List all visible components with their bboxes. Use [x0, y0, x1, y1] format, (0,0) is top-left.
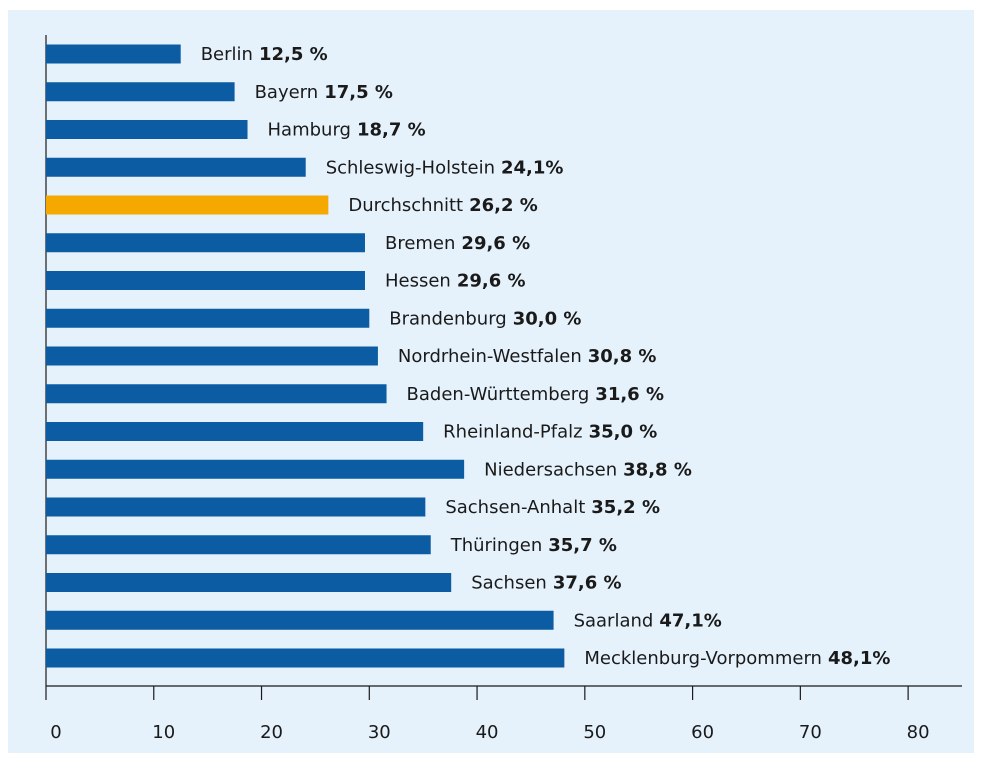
category-name: Durchschnitt	[348, 195, 463, 216]
bar-label: Bremen 29,6 %	[385, 233, 530, 254]
bar-label: Thüringen 35,7 %	[450, 535, 617, 556]
bar	[46, 346, 378, 366]
bar-label: Mecklenburg-Vorpommern 48,1%	[584, 648, 890, 669]
bar-label: Durchschnitt 26,2 %	[348, 195, 538, 216]
bar-label: Hessen 29,6 %	[385, 271, 526, 292]
value-label: 35,2 %	[591, 497, 660, 518]
category-name: Hessen	[385, 271, 451, 292]
value-label: 35,0 %	[589, 422, 658, 443]
value-label: 35,7 %	[548, 535, 617, 556]
bar-label: Brandenburg 30,0 %	[389, 308, 581, 329]
category-name: Sachsen-Anhalt	[445, 497, 585, 518]
bar-label: Nordrhein-Westfalen 30,8 %	[398, 346, 657, 367]
x-tick-label: 50	[583, 722, 606, 743]
bar-label: Rheinland-Pfalz 35,0 %	[443, 422, 657, 443]
category-name: Brandenburg	[389, 308, 506, 329]
bar-label: Baden-Württemberg 31,6 %	[407, 384, 664, 405]
value-label: 38,8 %	[623, 459, 692, 480]
bar	[46, 120, 248, 139]
bar	[46, 422, 424, 441]
value-label: 47,1%	[659, 610, 721, 631]
x-tick-label: 70	[799, 722, 822, 743]
x-tick-label: 0	[50, 722, 61, 743]
bar	[46, 271, 365, 290]
bar-label: Hamburg 18,7 %	[268, 120, 426, 141]
bar	[46, 195, 329, 215]
category-name: Saarland	[574, 610, 654, 631]
bar	[46, 384, 387, 404]
value-label: 17,5 %	[324, 82, 393, 103]
category-name: Bayern	[255, 82, 319, 103]
value-label: 31,6 %	[595, 384, 664, 405]
category-name: Berlin	[201, 44, 253, 65]
bar-label: Sachsen-Anhalt 35,2 %	[445, 497, 660, 518]
bar	[46, 459, 465, 479]
category-name: Niedersachsen	[484, 459, 617, 480]
value-label: 24,1%	[501, 157, 563, 178]
value-label: 26,2 %	[469, 195, 538, 216]
category-name: Baden-Württemberg	[407, 384, 590, 405]
bar	[46, 82, 235, 102]
x-tick-label: 80	[907, 722, 930, 743]
category-name: Schleswig-Holstein	[326, 157, 495, 178]
x-tick-label: 20	[260, 722, 283, 743]
bar-label: Bayern 17,5 %	[255, 82, 393, 103]
bar	[46, 44, 181, 64]
category-name: Thüringen	[450, 535, 543, 556]
x-tick-label: 30	[368, 722, 391, 743]
value-label: 30,8 %	[588, 346, 657, 367]
bar	[46, 157, 306, 177]
category-name: Hamburg	[268, 120, 351, 141]
bar	[46, 610, 554, 630]
bar-label: Saarland 47,1%	[574, 610, 722, 631]
category-name: Bremen	[385, 233, 455, 254]
bar	[46, 308, 370, 328]
value-label: 29,6 %	[457, 271, 526, 292]
bar	[46, 573, 452, 592]
bar	[46, 648, 565, 668]
category-name: Sachsen	[471, 573, 547, 594]
x-tick-label: 40	[476, 722, 499, 743]
bar-label: Sachsen 37,6 %	[471, 573, 621, 594]
x-tick-label: 10	[152, 722, 175, 743]
x-tick-label: 60	[691, 722, 714, 743]
bar	[46, 535, 431, 555]
bar-label: Niedersachsen 38,8 %	[484, 459, 692, 480]
bar-label: Berlin 12,5 %	[201, 44, 328, 65]
value-label: 30,0 %	[513, 308, 582, 329]
value-label: 29,6 %	[461, 233, 530, 254]
bar	[46, 233, 365, 253]
bar	[46, 497, 426, 517]
value-label: 18,7 %	[357, 120, 426, 141]
value-label: 12,5 %	[259, 44, 328, 65]
value-label: 48,1%	[828, 648, 890, 669]
category-name: Nordrhein-Westfalen	[398, 346, 582, 367]
value-label: 37,6 %	[553, 573, 622, 594]
category-name: Rheinland-Pfalz	[443, 422, 582, 443]
bar-label: Schleswig-Holstein 24,1%	[326, 157, 564, 178]
category-name: Mecklenburg-Vorpommern	[584, 648, 822, 669]
